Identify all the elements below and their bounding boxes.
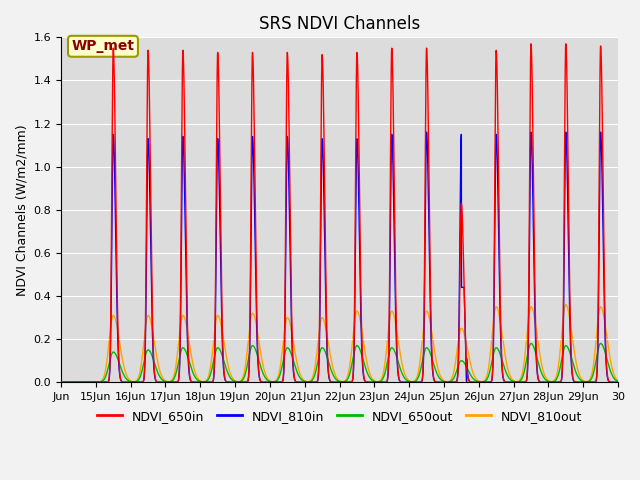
Legend: NDVI_650in, NDVI_810in, NDVI_650out, NDVI_810out: NDVI_650in, NDVI_810in, NDVI_650out, NDV…	[92, 405, 587, 428]
Y-axis label: NDVI Channels (W/m2/mm): NDVI Channels (W/m2/mm)	[15, 124, 28, 296]
Title: SRS NDVI Channels: SRS NDVI Channels	[259, 15, 420, 33]
Text: WP_met: WP_met	[72, 39, 134, 53]
